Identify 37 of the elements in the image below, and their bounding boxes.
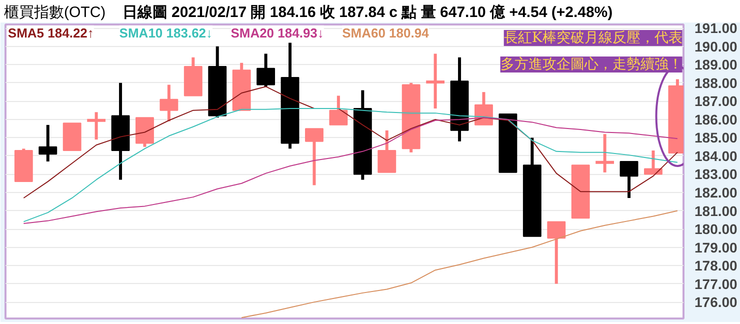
text: SMA20 184.93↓ — [230, 25, 324, 40]
chart-title: 櫃買指數(OTC) — [4, 4, 106, 21]
y-tick-label: 191.00 — [694, 20, 738, 36]
text: SMA5 184.22↑ — [8, 25, 94, 40]
annotation: 多方進攻企圖心，走勢續強！ — [500, 56, 682, 72]
candlestick — [160, 84, 178, 122]
y-tick-label: 186.00 — [694, 111, 738, 128]
candlestick — [256, 54, 276, 87]
y-tick-label: 190.00 — [694, 38, 738, 54]
y-tick-label: 185.00 — [694, 130, 738, 146]
candlestick — [620, 160, 638, 198]
y-tick-label: 179.00 — [694, 239, 738, 256]
candlestick — [596, 134, 614, 172]
y-tick-label: 182.00 — [694, 184, 738, 200]
y-tick-label: 181.00 — [694, 202, 738, 219]
annotation: 長紅K棒突破月線反壓，代表 — [504, 30, 682, 46]
candlestick — [305, 128, 324, 186]
candlestick — [38, 124, 58, 162]
y-tick-label: 184.00 — [694, 148, 738, 164]
y-tick-label: 176.00 — [694, 294, 738, 310]
candlestick — [378, 130, 396, 173]
candlestick — [329, 96, 348, 126]
candlestick — [87, 112, 106, 140]
y-tick-label: 189.00 — [694, 56, 738, 73]
candlestick — [547, 221, 566, 284]
y-tick-label: 177.00 — [694, 276, 738, 292]
y-tick-label: 178.00 — [694, 258, 738, 274]
y-tick-label: 187.00 — [694, 93, 738, 110]
candlestick — [426, 54, 445, 108]
text: SMA60 180.94 — [342, 25, 430, 40]
line-series — [23, 86, 678, 198]
y-tick-label: 180.00 — [694, 221, 738, 238]
line-series — [241, 210, 678, 318]
chart-subtitle: 日線圖 2021/02/17 開 184.16 收 187.84 c 點 量 647.10 億 +4.54 (+2.48%) — [122, 4, 613, 21]
y-tick-label: 183.00 — [694, 166, 738, 182]
text: SMA10 183.62↓ — [119, 25, 213, 40]
y-tick-label: 188.00 — [694, 74, 738, 91]
